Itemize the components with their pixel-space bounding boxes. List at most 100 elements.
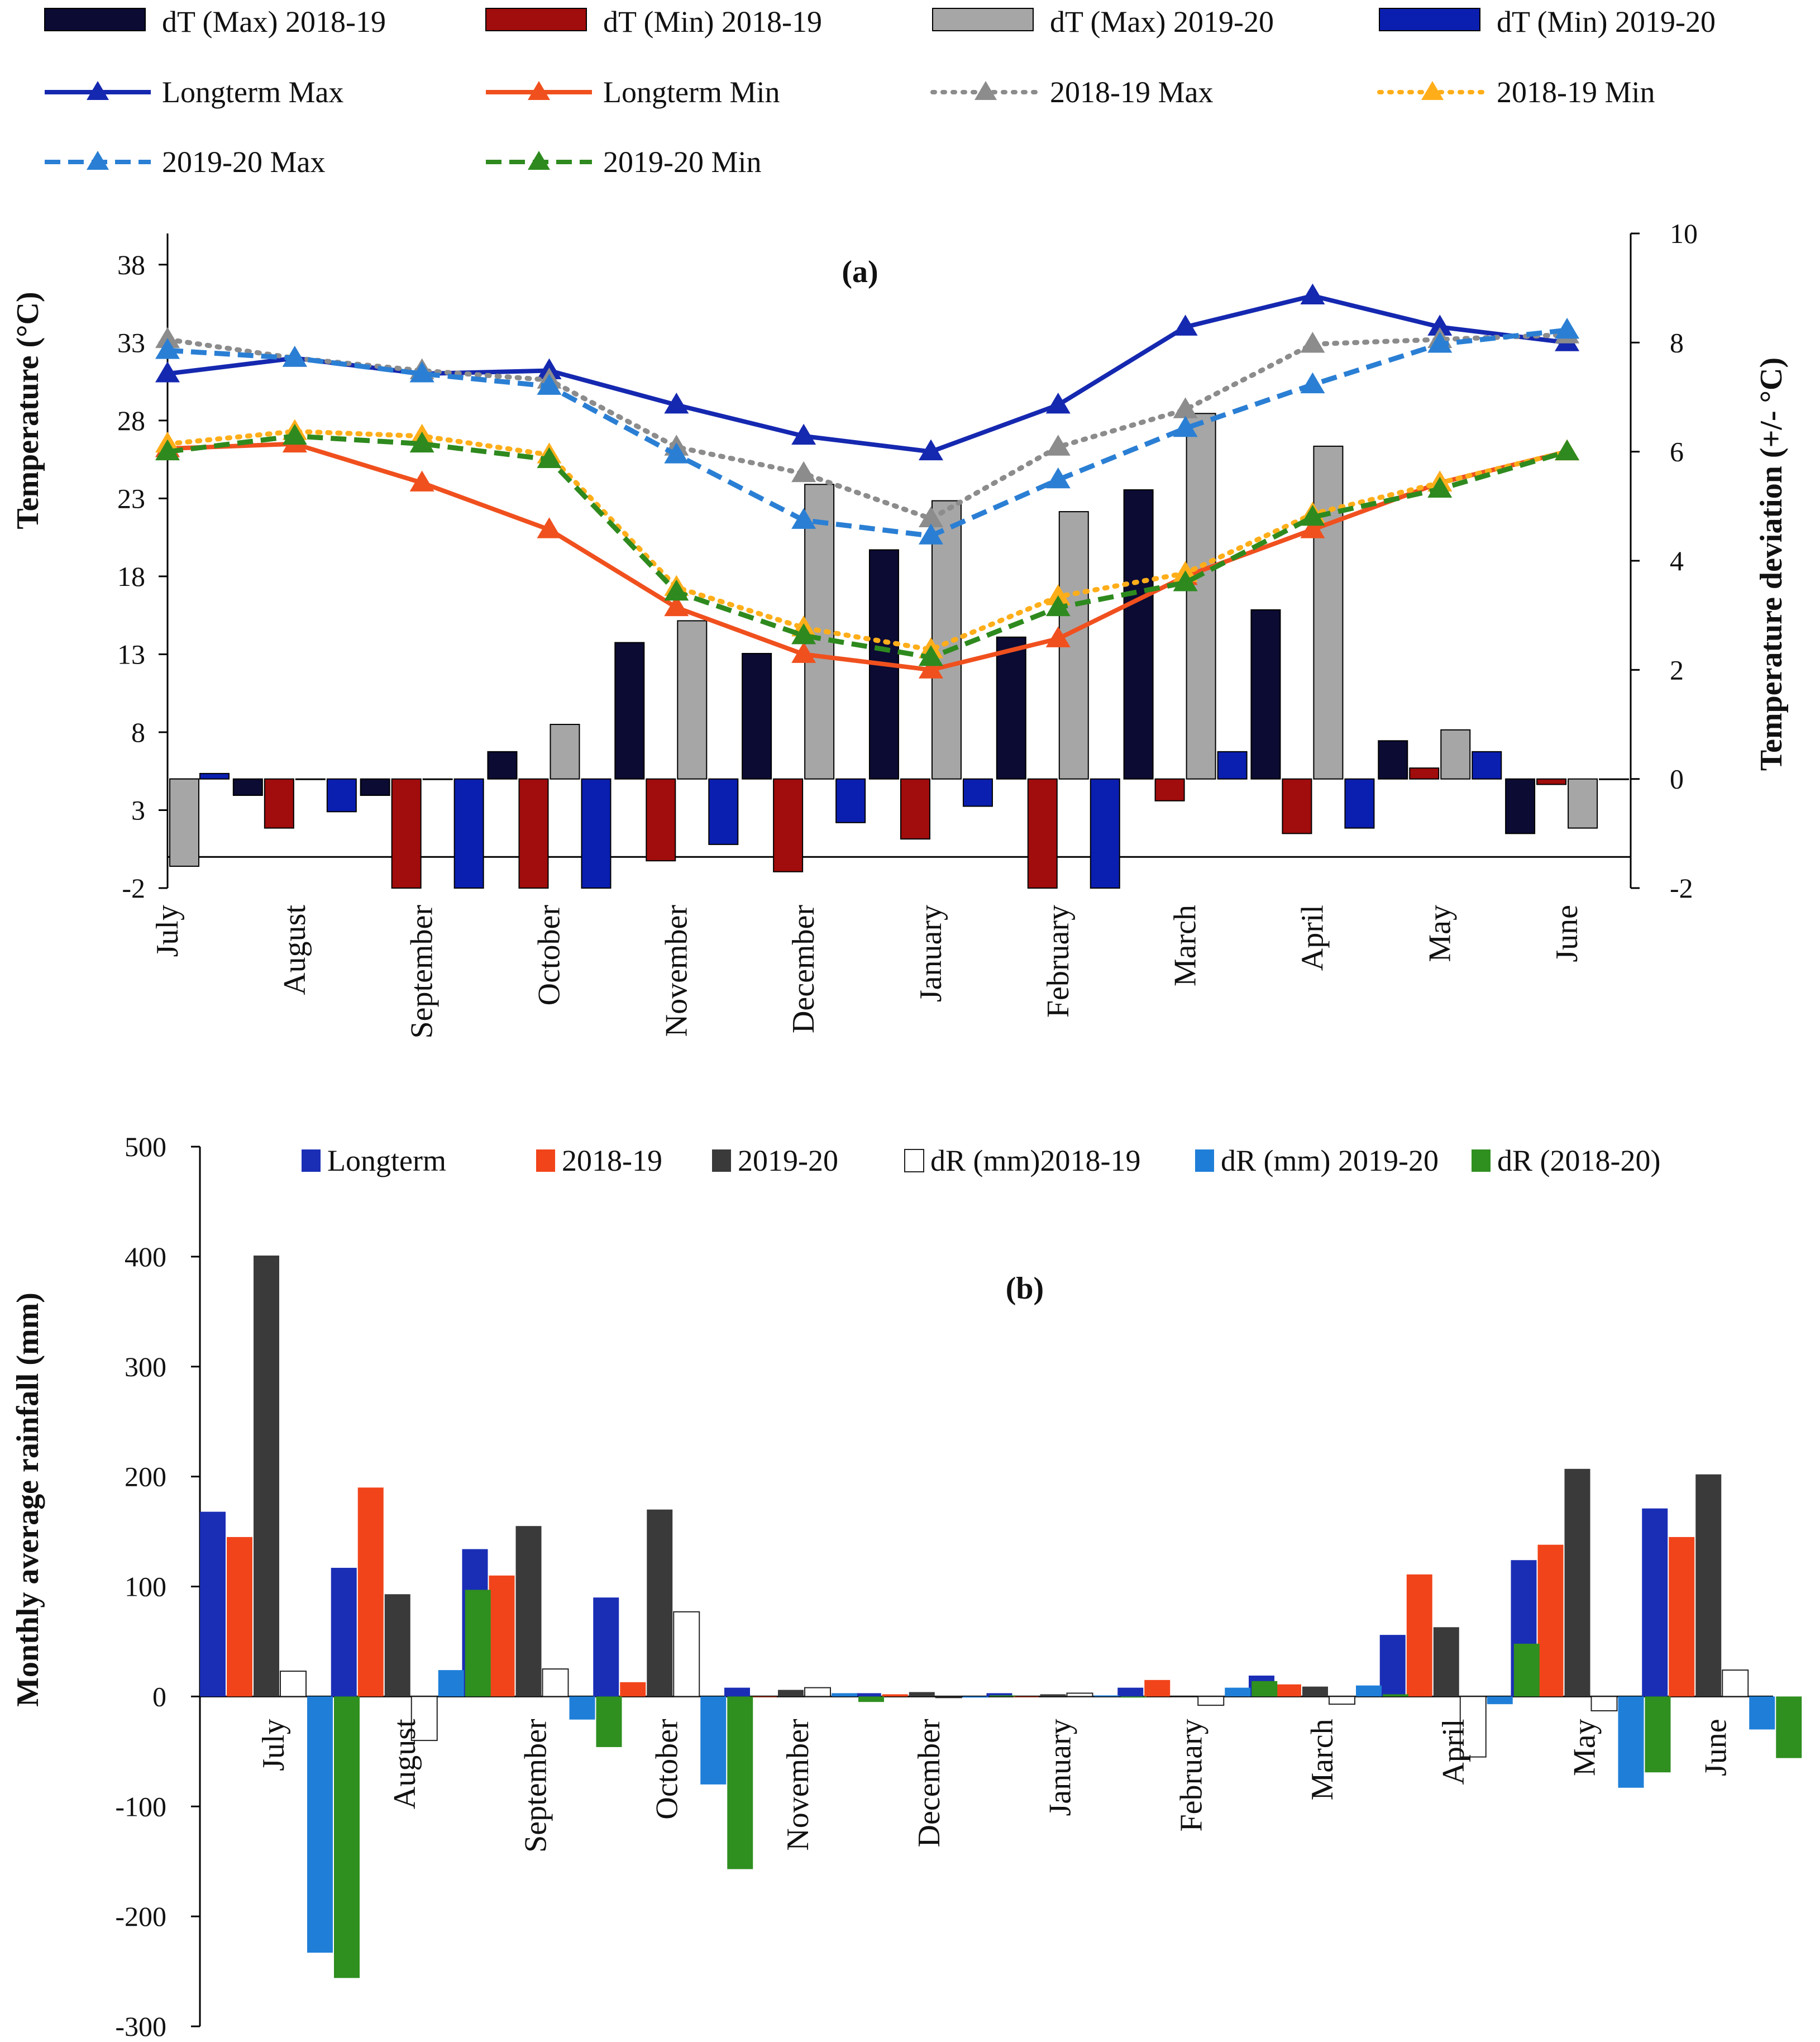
marker-longterm-max xyxy=(664,392,689,414)
y2-tick-label: 2 xyxy=(1670,654,1684,685)
y-tick-label: -100 xyxy=(115,1791,166,1822)
bar-b-2018-19 xyxy=(357,1487,384,1697)
bar-b-dr-2018-20 xyxy=(1120,1696,1147,1698)
bar-a-dt-min-2019-20 xyxy=(326,778,357,813)
marker-2019-20-min xyxy=(537,447,562,469)
marker-2018-19-max xyxy=(918,506,943,528)
bar-b-longterm xyxy=(724,1687,750,1697)
bar-a-dt-max-2019-20 xyxy=(422,778,453,780)
bar-b-2018-19 xyxy=(1537,1544,1564,1697)
bar-b-dr-2018-20 xyxy=(596,1696,622,1747)
bar-b-longterm xyxy=(1117,1687,1144,1697)
legend-label: dT (Max) 2018-19 xyxy=(162,5,386,39)
bar-b-dr-mm-2019-20 xyxy=(1749,1696,1775,1730)
y-tick-label: 38 xyxy=(117,249,145,280)
bar-a-dt-min-2019-20 xyxy=(1472,751,1502,780)
marker-2018-19-max xyxy=(1173,397,1198,418)
y-tick-label: 28 xyxy=(117,405,145,436)
x-tick-label: April xyxy=(1295,905,1330,971)
y-axis-title: Temperature (°C) xyxy=(11,292,45,529)
marker-longterm-min xyxy=(918,657,943,679)
bar-b-dr-2018-20 xyxy=(1645,1696,1671,1773)
bar-b-dr-mm-2018-19 xyxy=(1066,1692,1093,1697)
legend-label: dT (Max) 2019-20 xyxy=(1050,5,1274,39)
x-tick-label: November xyxy=(781,1719,815,1851)
bar-b-longterm xyxy=(200,1511,226,1697)
bar-a-dt-min-2018-19 xyxy=(1027,778,1058,889)
line-2018-19-max xyxy=(165,332,1570,522)
bar-a-dt-min-2019-20 xyxy=(1217,751,1248,780)
bar-b-dr-mm-2019-20 xyxy=(307,1696,333,1953)
bar-b-dr-2018-20 xyxy=(1383,1694,1408,1697)
bar-b-2019-20 xyxy=(1171,1696,1197,1697)
bar-b-2018-19 xyxy=(489,1575,515,1697)
y-tick-label: 300 xyxy=(125,1351,166,1382)
bar-a-dt-min-2018-19 xyxy=(264,778,294,829)
chart-title: (b) xyxy=(1006,1271,1044,1306)
legend-marker xyxy=(528,81,550,100)
legend-label: Longterm Max xyxy=(162,75,343,109)
bar-a-dt-max-2018-19 xyxy=(1250,609,1281,780)
bar-b-2019-20 xyxy=(647,1509,673,1697)
y2-tick-label: 0 xyxy=(1670,764,1684,795)
marker-2019-20-min xyxy=(1555,439,1580,461)
x-tick-label: December xyxy=(912,1719,947,1847)
chart-title: (a) xyxy=(842,255,878,289)
marker-2019-20-min xyxy=(409,431,434,453)
bar-a-dt-min-2018-19 xyxy=(1409,767,1440,780)
bar-b-2018-19 xyxy=(882,1694,908,1697)
marker-2019-20-max xyxy=(918,523,943,545)
x-tick-label: March xyxy=(1168,905,1203,986)
legend-label: 2019-20 xyxy=(738,1144,838,1177)
x-tick-label: June xyxy=(1550,905,1584,962)
bar-b-dr-mm-2018-19 xyxy=(1329,1696,1355,1705)
bar-b-dr-mm-2018-19 xyxy=(673,1611,700,1697)
bar-b-dr-mm-2019-20 xyxy=(1225,1687,1251,1697)
bar-b-2019-20 xyxy=(909,1692,935,1697)
marker-longterm-max xyxy=(1300,283,1325,305)
bar-b-dr-2018-20 xyxy=(465,1590,491,1697)
x-tick-label: August xyxy=(388,1719,422,1809)
marker-2019-20-min xyxy=(282,423,307,445)
bar-b-2018-19 xyxy=(751,1696,777,1697)
bar-a-dt-max-2018-19 xyxy=(232,778,263,796)
bar-b-2019-20 xyxy=(1433,1627,1459,1697)
bar-b-longterm xyxy=(1642,1508,1668,1697)
marker-2018-19-min xyxy=(1045,584,1071,605)
y2-axis-title: Temperature deviation (+/- °C) xyxy=(1754,357,1789,771)
bar-b-longterm xyxy=(1379,1635,1406,1697)
bar-b-2019-20 xyxy=(515,1526,542,1697)
bar-b-2018-19 xyxy=(1013,1696,1039,1697)
legend-swatch xyxy=(1195,1149,1214,1172)
marker-2019-20-max xyxy=(1555,318,1580,339)
bar-b-dr-mm-2018-19 xyxy=(410,1696,438,1742)
bar-b-2018-19 xyxy=(1406,1574,1432,1697)
legend-swatch xyxy=(302,1149,321,1172)
bar-a-dt-max-2019-20 xyxy=(1186,413,1216,780)
y-tick-label: 400 xyxy=(125,1241,166,1272)
x-tick-label: January xyxy=(1043,1719,1078,1816)
marker-2019-20-min xyxy=(664,579,689,601)
legend-label: dR (2018-20) xyxy=(1497,1144,1660,1177)
bar-b-dr-2018-20 xyxy=(1251,1681,1278,1697)
x-tick-label: February xyxy=(1041,905,1076,1018)
bar-a-dt-min-2019-20 xyxy=(835,778,866,823)
bar-a-dt-min-2019-20 xyxy=(199,772,230,780)
marker-2018-19-max xyxy=(791,461,816,483)
x-tick-label: December xyxy=(786,905,821,1033)
marker-2019-20-max xyxy=(1173,416,1198,437)
marker-2019-20-min xyxy=(918,645,943,666)
y-tick-label: 13 xyxy=(117,638,145,670)
x-tick-label: September xyxy=(405,905,440,1039)
x-tick-label: August xyxy=(278,905,312,995)
bar-a-dt-min-2018-19 xyxy=(646,778,676,862)
marker-longterm-max xyxy=(791,423,816,445)
bar-b-dr-mm-2019-20 xyxy=(832,1693,857,1697)
marker-longterm-max xyxy=(1173,314,1198,336)
bar-a-dt-min-2018-19 xyxy=(773,778,804,872)
x-tick-label: October xyxy=(649,1719,684,1820)
bar-a-dt-min-2018-19 xyxy=(518,778,549,889)
legend-marker xyxy=(975,81,997,100)
marker-2019-20-max xyxy=(1045,467,1071,489)
